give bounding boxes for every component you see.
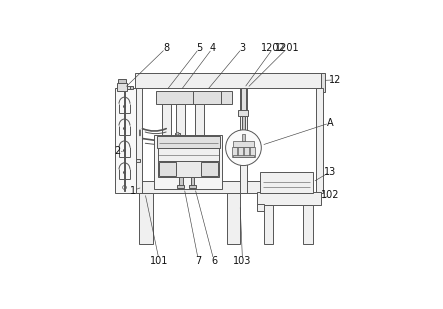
Text: 1201: 1201 <box>276 43 300 53</box>
Bar <box>201 162 218 176</box>
Text: 8: 8 <box>163 43 169 53</box>
Bar <box>130 86 133 89</box>
Bar <box>316 88 323 193</box>
Bar <box>241 134 245 141</box>
Bar <box>158 161 219 177</box>
Bar <box>233 155 254 157</box>
Bar <box>303 205 313 244</box>
Text: A: A <box>327 118 334 128</box>
Bar <box>155 135 222 189</box>
Bar <box>117 83 127 91</box>
Text: 102: 102 <box>321 190 340 200</box>
Bar <box>257 192 321 205</box>
Bar <box>115 88 136 193</box>
Bar <box>157 136 220 148</box>
Bar <box>241 88 246 112</box>
Circle shape <box>176 132 179 135</box>
Bar <box>177 185 184 188</box>
Bar <box>158 148 219 161</box>
Text: 103: 103 <box>233 256 252 266</box>
Bar <box>179 177 183 186</box>
Bar <box>136 159 140 162</box>
Text: 1: 1 <box>130 185 136 196</box>
Bar <box>159 162 176 176</box>
Text: 13: 13 <box>324 167 337 176</box>
Bar <box>321 73 325 92</box>
Bar <box>193 91 221 104</box>
Bar <box>118 79 126 83</box>
Bar <box>190 177 194 186</box>
Bar <box>189 185 196 188</box>
Bar <box>127 86 132 89</box>
Bar <box>238 147 243 157</box>
Bar <box>238 110 249 116</box>
Bar <box>175 133 180 138</box>
Bar <box>260 171 313 193</box>
Bar <box>241 131 247 135</box>
Bar <box>232 147 237 157</box>
Bar <box>195 104 204 135</box>
Text: 7: 7 <box>195 256 202 266</box>
Bar <box>139 193 153 244</box>
Bar <box>233 141 254 146</box>
Bar <box>155 91 232 104</box>
Bar <box>227 193 240 244</box>
Bar <box>264 205 273 244</box>
Bar <box>241 116 245 132</box>
Bar <box>250 147 255 157</box>
Text: 6: 6 <box>211 256 217 266</box>
Text: 4: 4 <box>210 43 216 53</box>
Bar <box>244 147 249 157</box>
Text: 1202: 1202 <box>261 43 286 53</box>
Text: 2: 2 <box>114 146 120 156</box>
Bar <box>240 88 247 193</box>
Bar <box>136 181 299 193</box>
Text: 12: 12 <box>329 75 342 85</box>
Bar <box>136 73 323 88</box>
Bar <box>136 88 142 193</box>
Bar <box>176 104 186 135</box>
Text: 5: 5 <box>197 43 203 53</box>
Circle shape <box>225 130 261 166</box>
Bar <box>162 104 171 135</box>
Bar <box>257 204 264 211</box>
Bar <box>124 91 125 191</box>
Text: 101: 101 <box>150 256 168 266</box>
Text: 3: 3 <box>239 43 245 53</box>
